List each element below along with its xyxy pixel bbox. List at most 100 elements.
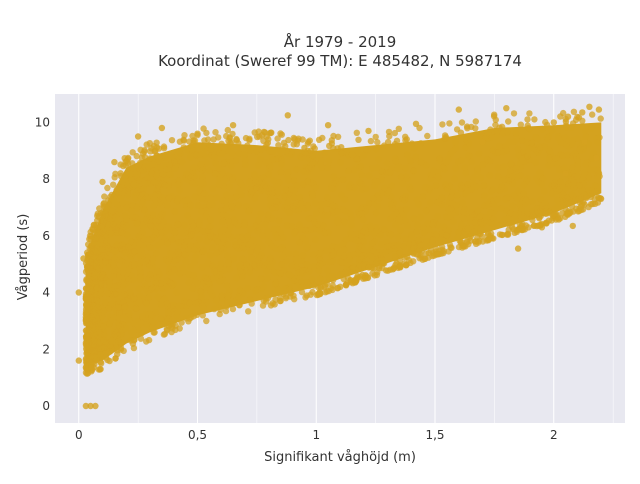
- scatter-point: [413, 228, 420, 235]
- scatter-point: [146, 155, 154, 162]
- scatter-point: [229, 122, 237, 129]
- scatter-point: [416, 124, 423, 132]
- scatter-point: [291, 187, 298, 194]
- scatter-point: [273, 183, 280, 190]
- scatter-point: [253, 264, 260, 271]
- scatter-point: [228, 162, 235, 170]
- scatter-point: [191, 193, 199, 200]
- scatter-point: [133, 152, 140, 160]
- scatter-point: [157, 213, 164, 221]
- scatter-point: [514, 227, 521, 234]
- scatter-point: [95, 213, 103, 221]
- scatter-point: [269, 300, 276, 307]
- scatter-point: [141, 163, 149, 170]
- scatter-point: [420, 224, 427, 231]
- scatter-point: [337, 283, 344, 290]
- scatter-point: [181, 197, 188, 204]
- scatter-point: [197, 161, 205, 168]
- scatter-point: [312, 200, 319, 207]
- scatter-point: [396, 257, 404, 264]
- scatter-point: [434, 173, 442, 180]
- scatter-point: [447, 205, 455, 212]
- scatter-point: [387, 215, 394, 223]
- scatter-point: [119, 199, 126, 207]
- scatter-point: [143, 141, 150, 148]
- scatter-point: [341, 196, 349, 203]
- scatter-point: [293, 166, 300, 173]
- scatter-point: [188, 218, 195, 225]
- scatter-point: [186, 299, 194, 307]
- scatter-point: [369, 270, 376, 277]
- scatter-point: [381, 226, 388, 233]
- scatter-point: [152, 285, 160, 293]
- scatter-point: [246, 226, 254, 233]
- scatter-point: [498, 123, 506, 130]
- scatter-point: [226, 183, 233, 191]
- x-tick-label: 2: [550, 428, 558, 442]
- scatter-point: [529, 211, 537, 219]
- scatter-point: [286, 209, 293, 216]
- scatter-point: [112, 355, 119, 362]
- scatter-point: [347, 230, 354, 237]
- scatter-point: [396, 262, 404, 269]
- scatter-point: [363, 250, 370, 257]
- scatter-point: [270, 177, 278, 184]
- scatter-point: [150, 203, 157, 210]
- scatter-point: [510, 165, 517, 173]
- scatter-point: [204, 260, 212, 267]
- scatter-point: [468, 158, 475, 165]
- scatter-point: [213, 249, 221, 257]
- scatter-point: [80, 255, 87, 262]
- scatter-point: [387, 266, 394, 273]
- scatter-point: [324, 194, 331, 201]
- scatter-point: [109, 207, 117, 215]
- scatter-point: [312, 236, 319, 243]
- scatter-point: [104, 290, 112, 297]
- scatter-point: [232, 193, 240, 201]
- scatter-point: [121, 304, 128, 312]
- scatter-point: [130, 181, 137, 188]
- scatter-point: [254, 133, 261, 141]
- scatter-point: [471, 238, 479, 245]
- scatter-point: [317, 200, 325, 207]
- scatter-point: [133, 204, 141, 212]
- scatter-point: [293, 201, 300, 209]
- scatter-point: [354, 148, 361, 155]
- scatter-point: [107, 193, 114, 201]
- scatter-point: [251, 195, 258, 202]
- scatter-point: [443, 231, 450, 239]
- scatter-point: [96, 340, 103, 347]
- scatter-point: [209, 185, 216, 192]
- scatter-point: [470, 181, 477, 188]
- scatter-point: [90, 322, 97, 329]
- scatter-point: [420, 160, 427, 167]
- scatter-point: [121, 174, 129, 181]
- x-axis-ticks: 0 0,5 1 1,5 2: [75, 428, 558, 442]
- scatter-point: [182, 258, 190, 265]
- scatter-point: [309, 191, 316, 198]
- scatter-point: [581, 139, 588, 146]
- scatter-point: [518, 137, 526, 144]
- scatter-point: [372, 209, 380, 217]
- scatter-point: [216, 264, 224, 272]
- scatter-point: [223, 282, 231, 290]
- scatter-point: [506, 138, 513, 146]
- scatter-point: [336, 250, 343, 257]
- scatter-point: [309, 159, 317, 166]
- x-tick-label: 0,5: [188, 428, 207, 442]
- scatter-point: [479, 139, 486, 146]
- scatter-point: [328, 185, 335, 192]
- scatter-point: [147, 222, 155, 229]
- scatter-point: [163, 202, 171, 209]
- scatter-point: [538, 224, 546, 231]
- scatter-point: [392, 253, 399, 260]
- scatter-point: [588, 125, 595, 132]
- scatter-point: [489, 186, 496, 193]
- scatter-point: [417, 213, 424, 221]
- scatter-point: [264, 227, 271, 235]
- scatter-point: [542, 220, 549, 227]
- scatter-point: [88, 288, 95, 295]
- scatter-point: [75, 289, 83, 296]
- scatter-point: [524, 152, 531, 160]
- scatter-point: [493, 205, 500, 212]
